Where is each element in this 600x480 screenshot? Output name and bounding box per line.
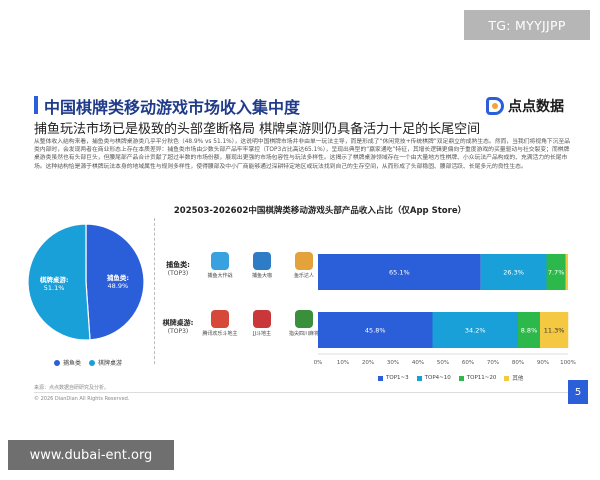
bar-legend: TOP1~3 TOP4~10 TOP11~20 其他: [378, 374, 523, 382]
category-sub: (TOP3): [167, 270, 189, 277]
game-name: 鱼乐达人: [293, 273, 314, 279]
pie-slice: [85, 223, 145, 341]
bar-legend-label: TOP1~3: [386, 375, 409, 381]
page-title: 中国棋牌类移动游戏市场收入集中度: [44, 98, 301, 117]
bar-value-label: 7.7%: [548, 269, 565, 277]
legend-swatch-square: [378, 375, 383, 381]
legend-swatch-dot: [89, 359, 96, 366]
x-tick-label: 70%: [487, 360, 499, 366]
doudizhu-character-icon: [211, 310, 229, 328]
pie-slice-label: 48.9%: [108, 282, 129, 290]
game-name: JJ斗地主: [253, 331, 271, 337]
category-label-board: 棋牌桌游: (TOP3): [160, 318, 196, 335]
x-tick-label: 60%: [462, 360, 474, 366]
stacked-bar-chart: 65.1% 26.3% 7.7% 45.8% 34.2% 8.8% 11.3% 0% 10% 20…: [314, 254, 576, 366]
chart-title: 202503-202602中国棋牌类移动游戏头部产品收入占比（仅App Stor…: [173, 206, 467, 216]
slide: 中国棋牌类移动游戏市场收入集中度 捕鱼玩法市场已是极致的头部垄断格局 棋牌桌游则…: [20, 86, 588, 416]
category-label-fishing: 捕鱼类: (TOP3): [160, 260, 196, 277]
fish-character-icon: [253, 252, 271, 270]
copyright-note: © 2026 DianDian All Rights Reserved.: [34, 396, 130, 402]
bar-legend-item: TOP4~10: [416, 374, 451, 382]
game-name: 捕鱼大作战: [207, 273, 233, 279]
title-accent-bar: [34, 96, 38, 114]
bar-legend-label: 其他: [512, 376, 524, 382]
mahjong-tile-icon: [295, 310, 313, 328]
pie-slice-name: 棋牌桌游:: [40, 275, 69, 284]
game-item: 腾讯欢乐斗地主: [200, 310, 240, 337]
pie-slice-name: 捕鱼类:: [107, 273, 129, 282]
pie-legend-label: 棋牌桌游: [98, 360, 123, 367]
x-tick-label: 90%: [537, 360, 549, 366]
bar-segment: [546, 254, 566, 290]
bar-value-label: 11.3%: [544, 327, 565, 335]
x-tick-label: 0%: [314, 360, 323, 366]
game-name: 捕鱼大咖: [251, 273, 272, 279]
category-sub: (TOP3): [167, 328, 189, 335]
fish-master-icon: [295, 252, 313, 270]
pie-legend-item: 捕鱼类: [54, 358, 81, 367]
pie-slice-label: 51.1%: [44, 284, 65, 292]
jj-character-icon: [253, 310, 271, 328]
x-tick-label: 20%: [362, 360, 374, 366]
bar-segment: [565, 254, 568, 290]
bar-legend-label: TOP11~20: [466, 375, 497, 381]
brand-logo-icon: [486, 97, 504, 115]
fish-game-icon: [211, 252, 229, 270]
pie-chart: 捕鱼类:48.9% 棋牌桌游:51.1%: [27, 223, 145, 341]
game-item: JJ斗地主: [242, 310, 282, 337]
analysis-paragraph: 从整体收入结构来看，捕鱼类与棋牌桌游类几乎平分秋色（48.9% vs 51.1%…: [34, 139, 571, 170]
x-tick-label: 40%: [412, 360, 424, 366]
game-item: 捕鱼大作战: [200, 252, 240, 279]
bar-segment: [518, 312, 540, 348]
tg-watermark-badge: TG: MYYJJPP: [464, 10, 590, 40]
bar-legend-item: TOP1~3: [378, 374, 409, 382]
category-name: 捕鱼类:: [166, 261, 190, 269]
source-note: 来源：点点数据自研研究及分析。: [34, 385, 110, 391]
bar-segment: [480, 254, 547, 290]
game-name: 腾讯欢乐斗地主: [202, 331, 238, 337]
bar-segment: [318, 312, 433, 348]
pie-slice: [27, 223, 91, 341]
page-subtitle: 捕鱼玩法市场已是极致的头部垄断格局 棋牌桌游则仍具备活力十足的长尾空间: [34, 122, 481, 137]
x-tick-label: 50%: [437, 360, 449, 366]
game-item: 指尖四川麻将: [284, 310, 324, 337]
bar-legend-item: TOP11~20: [458, 374, 497, 382]
brand-logo-text: 点点数据: [508, 99, 564, 115]
bar-value-label: 8.8%: [521, 327, 538, 335]
bar-segment: [540, 312, 569, 348]
pie-legend: 捕鱼类 棋牌桌游: [54, 358, 122, 367]
x-tick-label: 30%: [387, 360, 399, 366]
x-tick-label: 80%: [512, 360, 524, 366]
game-item: 捕鱼大咖: [242, 252, 282, 279]
footer-divider: [34, 392, 574, 393]
legend-swatch-dot: [54, 359, 60, 366]
bar-segment: [432, 312, 518, 348]
bar-segment: [318, 254, 481, 290]
category-name: 棋牌桌游:: [162, 319, 194, 327]
pie-legend-item: 棋牌桌游: [89, 358, 122, 367]
game-item: 鱼乐达人: [284, 252, 324, 279]
legend-swatch-square: [416, 375, 422, 381]
brand-logo: 点点数据: [486, 96, 564, 116]
bar-value-label: 26.3%: [503, 269, 524, 277]
legend-swatch-square: [504, 375, 510, 381]
section-divider-dashed: [154, 218, 155, 364]
bar-value-label: 45.8%: [365, 327, 386, 335]
game-name: 指尖四川麻将: [288, 331, 319, 337]
url-watermark-badge: www.dubai-ent.org: [8, 440, 174, 470]
bar-legend-item: 其他: [504, 374, 523, 382]
bar-value-label: 34.2%: [465, 327, 486, 335]
pie-legend-label: 捕鱼类: [63, 360, 82, 367]
bar-value-label: 65.1%: [389, 269, 410, 277]
bar-legend-label: TOP4~10: [424, 375, 451, 381]
page-number: 5: [568, 380, 588, 404]
x-tick-label: 10%: [337, 360, 349, 366]
legend-swatch-square: [458, 375, 464, 381]
x-tick-label: 100%: [560, 360, 576, 366]
